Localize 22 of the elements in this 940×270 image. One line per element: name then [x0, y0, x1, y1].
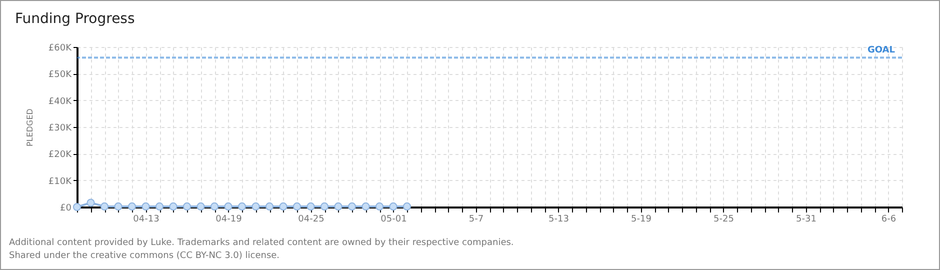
x-tick-label: 04-13 [133, 214, 160, 224]
ref-line-label: GOAL [868, 46, 896, 56]
x-tick-label: 5-19 [631, 214, 652, 224]
text: Shared under the creative commons (CC BY-NC 3.0) license. [9, 250, 281, 263]
x-tick-label: 5-13 [548, 214, 569, 224]
text: Additional content provided by Luke. Trademarks and related content are owned by their respective companies. [9, 237, 514, 250]
x-tick-label: 04-19 [216, 214, 242, 224]
x-tick-label: 5-7 [468, 214, 484, 224]
y-tick-label: £60K [48, 44, 73, 54]
y-tick-label: £0 [60, 204, 72, 214]
y-tick-label: £40K [48, 96, 73, 107]
y-tick-label: £20K [48, 150, 73, 160]
x-tick-label: 5-31 [796, 214, 816, 224]
x-tick-label: 05-01 [380, 214, 407, 224]
y-tick-label: £50K [48, 70, 73, 80]
y-tick-label: £30K [48, 124, 73, 134]
x-tick-label: 6-6 [881, 214, 896, 224]
x-tick-label: 5-25 [714, 214, 734, 224]
y-axis-title: PLEDGED [25, 108, 34, 146]
y-tick-label: £10K [48, 176, 73, 187]
x-tick-label: 04-25 [298, 214, 324, 224]
chart-title: Funding Progress [15, 11, 135, 27]
